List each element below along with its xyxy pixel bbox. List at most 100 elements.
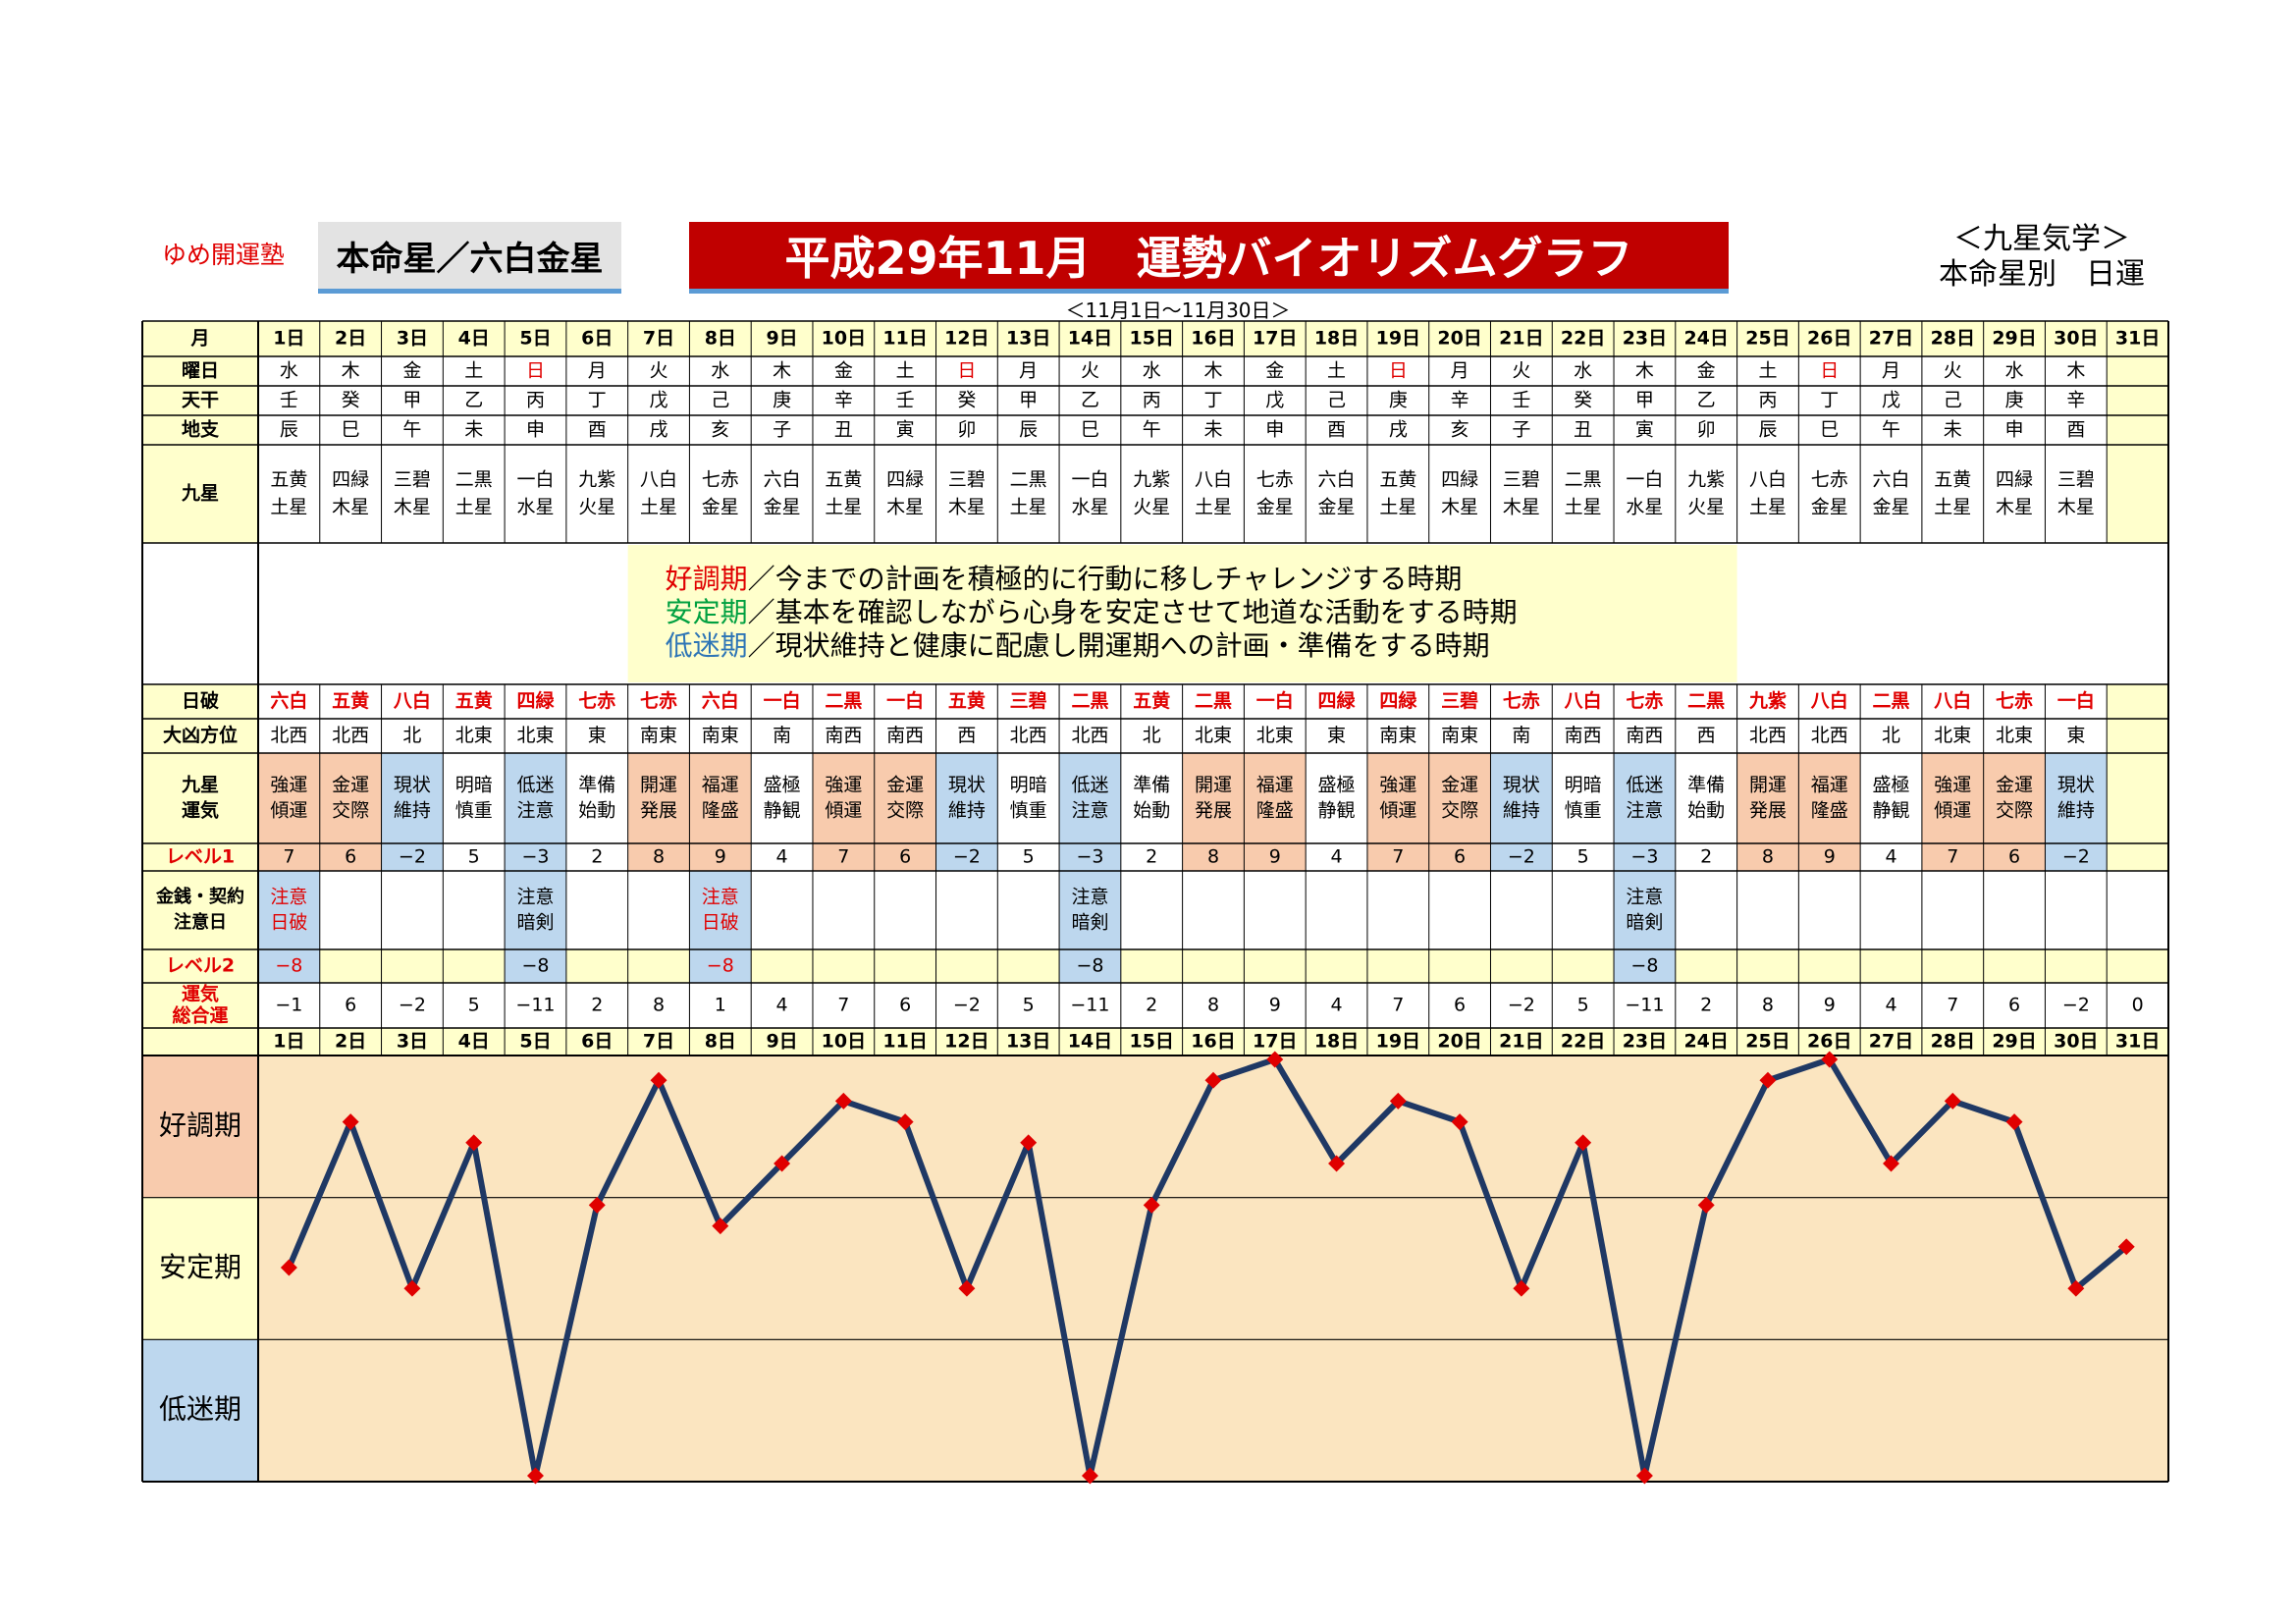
- phase-label: 低迷期: [159, 1393, 241, 1426]
- weekday-cell: 水: [1143, 360, 1161, 382]
- weekday-cell: 土: [1327, 360, 1346, 382]
- unki-cell-bg: [505, 753, 566, 843]
- kyusei-cell: 五黄: [1934, 469, 1971, 491]
- weekday-cell: 水: [2005, 360, 2024, 382]
- level1-cell: 8: [653, 846, 665, 868]
- kinsen-cell-bg: [258, 871, 320, 949]
- kinsen-cell-bg: [1059, 871, 1121, 949]
- weekday-cell: 金: [1265, 360, 1284, 382]
- level2-cell-bg: [1059, 949, 1121, 983]
- kinsen-note: 暗剣: [1626, 912, 1663, 934]
- weekday-cell: 水: [1574, 360, 1592, 382]
- kyusei-cell: 三碧: [1503, 469, 1540, 491]
- tenkan-cell: 丁: [1820, 390, 1839, 411]
- kyusei-cell: 火星: [1133, 497, 1170, 518]
- level1-cell-bg: [1921, 843, 1984, 871]
- unki-cell: 盛極: [764, 775, 801, 796]
- day-header: 8日: [705, 328, 736, 350]
- tenkan-cell: 甲: [402, 390, 421, 411]
- kyusei-cell: 七赤: [1256, 469, 1294, 491]
- total-cell: 1: [715, 995, 726, 1016]
- kyusei-cell: 四緑: [886, 469, 924, 491]
- unki-cell-bg: [1366, 753, 1429, 843]
- kyusei-cell: 七赤: [702, 469, 739, 491]
- day-footer: 2日: [335, 1031, 366, 1053]
- unki-cell: 金運: [1441, 775, 1478, 796]
- daikyo-cell: 南西: [825, 725, 862, 746]
- level1-cell-bg: [1490, 843, 1553, 871]
- level2-cell-bg: [689, 949, 752, 983]
- day-header: 9日: [766, 328, 797, 350]
- unki-cell: 注意: [516, 800, 554, 822]
- tenkan-cell: 丁: [1203, 390, 1222, 411]
- hiha-cell: 二黒: [1195, 690, 1232, 712]
- level1-cell: −2: [399, 846, 426, 868]
- kinsen-note: 日破: [702, 912, 739, 934]
- unki-cell: 慎重: [1010, 800, 1047, 822]
- weekday-cell: 土: [464, 360, 483, 382]
- daikyo-cell: 東: [2066, 725, 2085, 746]
- row-label-kyusei: 九星: [181, 483, 219, 505]
- kyusei-cell: 九紫: [1687, 469, 1725, 491]
- day-footer: 22日: [1561, 1031, 1605, 1053]
- unki-cell: 金運: [332, 775, 369, 796]
- daikyo-cell: 南西: [886, 725, 924, 746]
- weekday-cell: 土: [1758, 360, 1777, 382]
- tenkan-cell: 庚: [1389, 390, 1408, 411]
- unki-cell: 静観: [764, 800, 801, 822]
- kyusei-cell: 土星: [1379, 497, 1416, 518]
- kyusei-cell: 三碧: [948, 469, 986, 491]
- weekday-cell: 木: [1635, 360, 1654, 382]
- kyusei-cell: 金星: [1811, 497, 1848, 518]
- kyusei-cell: 金星: [702, 497, 739, 518]
- level1-cell-bg: [319, 843, 382, 871]
- daikyo-cell: 南: [773, 725, 791, 746]
- level2-cell: −8: [1076, 955, 1103, 977]
- data-point: [1328, 1155, 1346, 1172]
- level1-cell-bg: [1182, 843, 1245, 871]
- total-cell: 9: [1824, 995, 1836, 1016]
- daikyo-cell: 南東: [640, 725, 677, 746]
- level1-cell-bg: [874, 843, 936, 871]
- day-header: 15日: [1129, 328, 1173, 350]
- kyusei-cell: 金星: [1318, 497, 1356, 518]
- hiha-cell: 六白: [702, 689, 739, 712]
- empty-day-cell: [2107, 386, 2168, 415]
- total-cell: −1: [275, 995, 302, 1016]
- weekday-cell: 火: [1512, 360, 1530, 382]
- unki-cell: 開運: [640, 775, 677, 796]
- phase-band-bg: [142, 1056, 258, 1198]
- unki-cell: 低迷: [1626, 775, 1663, 796]
- data-point: [1143, 1196, 1160, 1214]
- day-footer: 31日: [2115, 1031, 2160, 1053]
- kyusei-cell: 木星: [948, 497, 986, 518]
- unki-cell: 金運: [1996, 775, 2033, 796]
- daikyo-cell: 南西: [1565, 725, 1602, 746]
- hiha-cell: 三碧: [1441, 689, 1478, 712]
- data-point: [2067, 1279, 2085, 1297]
- day-header: 20日: [1437, 328, 1481, 350]
- tenkan-cell: 壬: [1512, 390, 1530, 411]
- chishi-cell: 午: [1882, 419, 1900, 441]
- unki-cell: 盛極: [1873, 775, 1910, 796]
- chishi-cell: 巳: [342, 419, 360, 441]
- day-header: 12日: [944, 328, 988, 350]
- label-cell-bg: [142, 949, 258, 983]
- unki-cell: 現状: [948, 775, 986, 796]
- daikyo-cell: 南東: [1379, 725, 1416, 746]
- level2-cell-bg: [505, 949, 566, 983]
- day-header: 27日: [1869, 328, 1913, 350]
- unki-cell: 現状: [1503, 775, 1540, 796]
- day-header: 14日: [1068, 328, 1112, 350]
- unki-cell: 交際: [332, 800, 369, 822]
- chart-category: ＜九星気学＞ 本命星別 日運: [1914, 222, 2169, 293]
- kyusei-cell: 四緑: [332, 469, 369, 491]
- kyusei-cell: 木星: [332, 497, 369, 518]
- data-point: [1944, 1092, 1961, 1110]
- data-point: [2117, 1238, 2135, 1256]
- unki-cell: 低迷: [1071, 775, 1108, 796]
- unki-cell: 準備: [578, 775, 615, 796]
- unki-cell: 明暗: [1565, 775, 1602, 796]
- day-footer: 10日: [822, 1031, 866, 1053]
- hiha-cell: 七赤: [578, 690, 615, 712]
